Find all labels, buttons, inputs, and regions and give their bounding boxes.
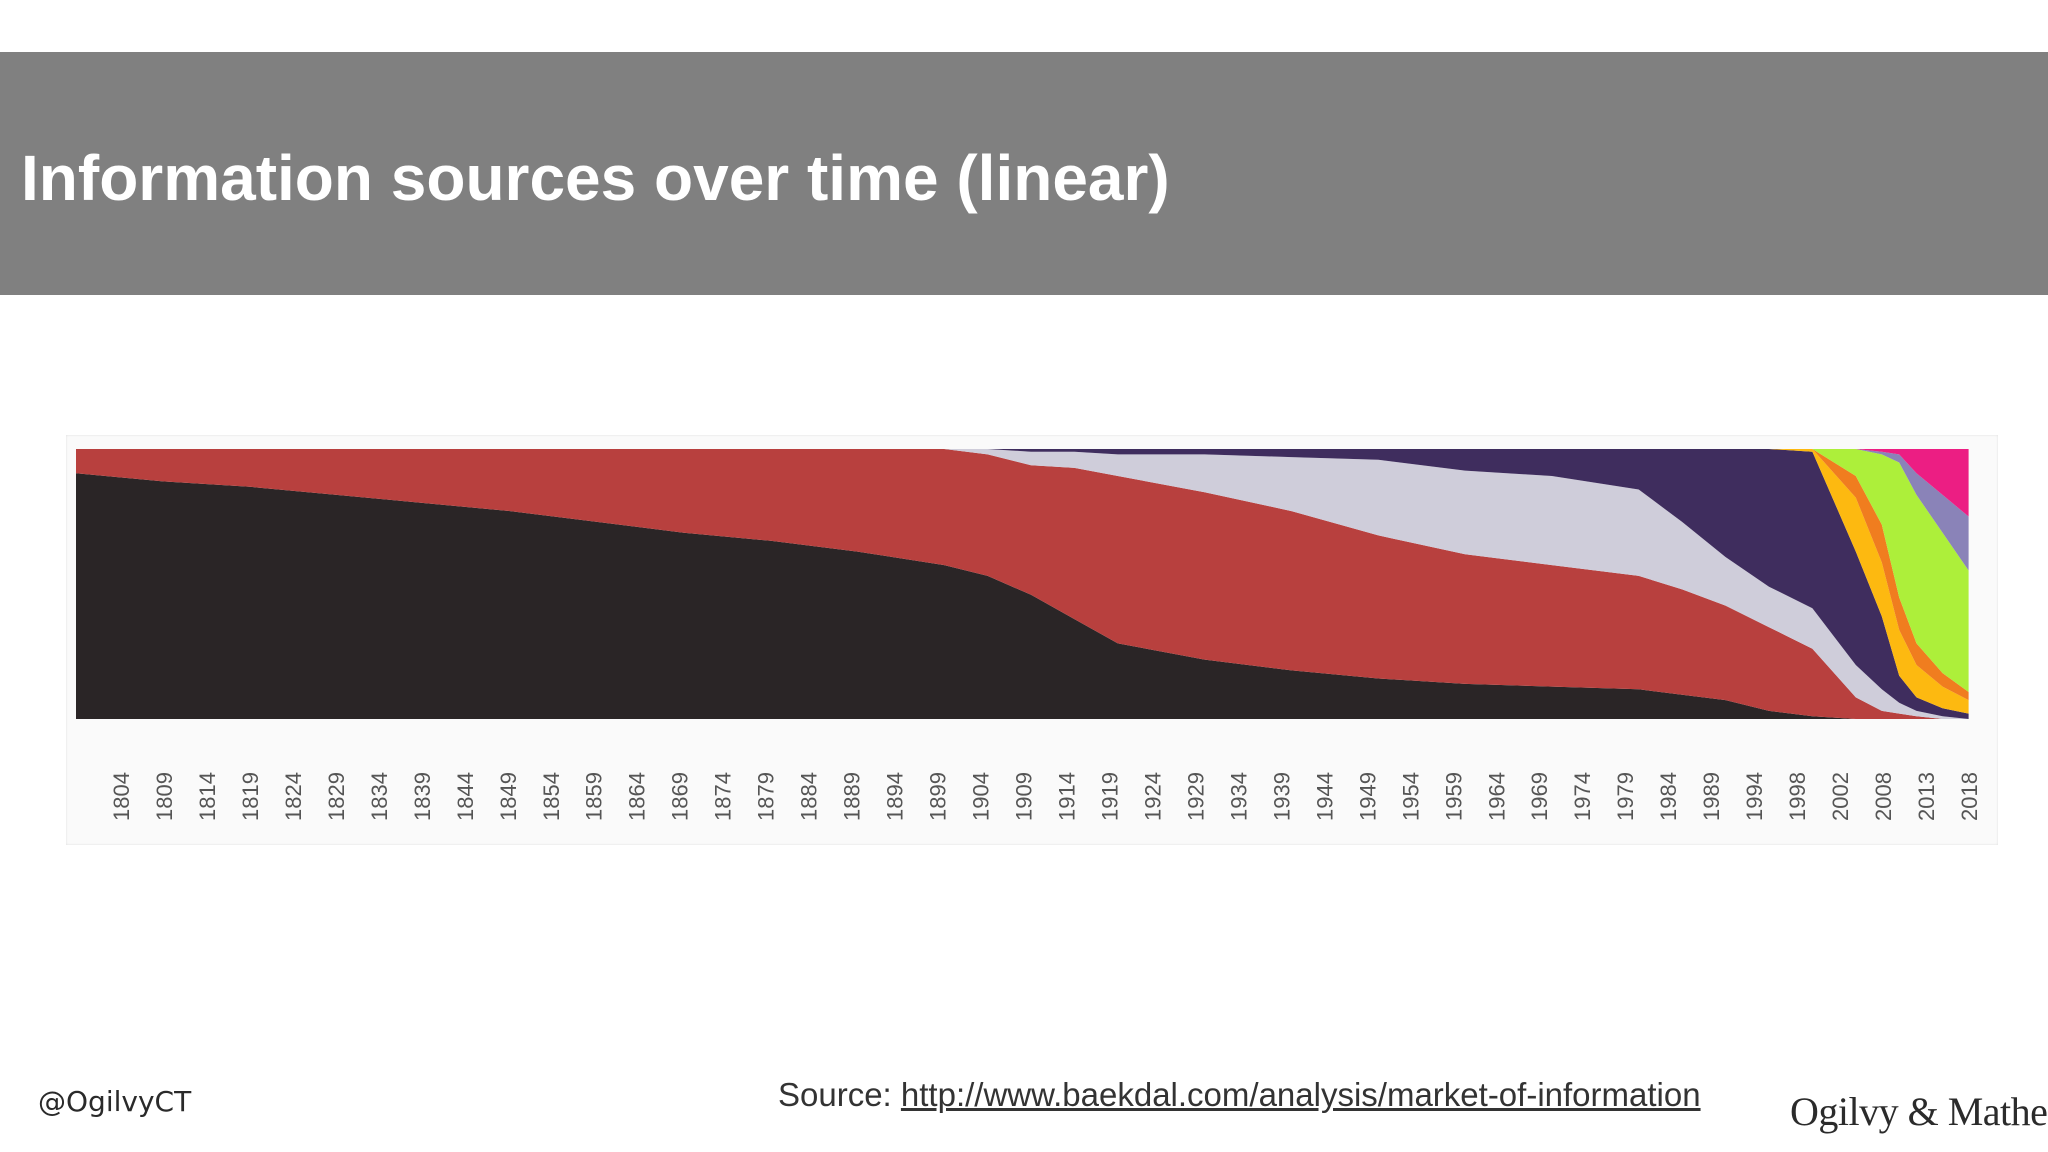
x-tick-label: 1994 xyxy=(1742,772,1767,821)
x-tick-label: 1998 xyxy=(1785,772,1810,821)
x-tick-label: 1874 xyxy=(711,772,736,821)
x-tick-label: 1969 xyxy=(1527,772,1552,821)
x-tick-label: 1954 xyxy=(1398,772,1423,821)
x-tick-label: 1849 xyxy=(496,772,521,821)
x-tick-label: 1854 xyxy=(539,772,564,821)
x-tick-label: 2018 xyxy=(1957,772,1982,821)
x-tick-label: 1879 xyxy=(754,772,779,821)
x-tick-label: 1869 xyxy=(668,772,693,821)
area-series-4 xyxy=(76,449,1969,719)
chart-frame: 1804 1809 1814 1819 1824 1829 1834 1839 1844 1849… xyxy=(66,435,1998,845)
area-series-1 xyxy=(76,473,1969,719)
x-tick-label: 1859 xyxy=(582,772,607,821)
stacked-area-chart: 1804 1809 1814 1819 1824 1829 1834 1839 1844 1849… xyxy=(76,449,1982,821)
x-tick-label: 1884 xyxy=(797,772,822,821)
x-tick-label: 1914 xyxy=(1055,772,1080,821)
x-tick-label: 1964 xyxy=(1484,772,1509,821)
x-tick-label: 1989 xyxy=(1699,772,1724,821)
x-tick-label: 1844 xyxy=(453,772,478,821)
x-tick-label: 1974 xyxy=(1570,772,1595,821)
x-tick-label: 2013 xyxy=(1914,772,1939,821)
x-tick-label: 2008 xyxy=(1871,772,1896,821)
x-tick-label: 1899 xyxy=(926,772,951,821)
x-tick-label: 1889 xyxy=(840,772,865,821)
x-tick-label: 1819 xyxy=(238,772,263,821)
x-tick-label: 1894 xyxy=(883,772,908,821)
x-tick-label: 1979 xyxy=(1613,772,1638,821)
x-tick-label: 2002 xyxy=(1828,772,1853,821)
x-tick-label: 1804 xyxy=(109,772,134,821)
x-tick-label: 1959 xyxy=(1441,772,1466,821)
x-tick-label: 1864 xyxy=(625,772,650,821)
x-tick-label: 1829 xyxy=(324,772,349,821)
x-tick-label: 1909 xyxy=(1012,772,1037,821)
source-link[interactable]: http://www.baekdal.com/analysis/market-o… xyxy=(900,1076,1701,1113)
x-tick-label: 1984 xyxy=(1656,772,1681,821)
area-series-3 xyxy=(76,449,1969,719)
x-tick-label: 1839 xyxy=(410,772,435,821)
x-tick-label: 1919 xyxy=(1098,772,1123,821)
ogilvy-mather-logo: Ogilvy & Mather xyxy=(1790,1089,2048,1134)
area-series-2 xyxy=(76,449,1969,719)
x-tick-label: 1944 xyxy=(1312,772,1337,821)
x-tick-label: 1949 xyxy=(1355,772,1380,821)
source-citation: Source: http://www.baekdal.com/analysis/… xyxy=(778,1076,1701,1114)
x-tick-label: 1814 xyxy=(195,772,220,821)
x-tick-label: 1809 xyxy=(152,772,177,821)
x-tick-label: 1824 xyxy=(281,772,306,821)
slide-title: Information sources over time (linear) xyxy=(21,142,1170,214)
x-tick-label: 1834 xyxy=(367,772,392,821)
x-axis-ticks: 1804 1809 1814 1819 1824 1829 1834 1839 1844 1849… xyxy=(109,772,1982,821)
x-tick-label: 1934 xyxy=(1226,772,1251,821)
x-tick-label: 1929 xyxy=(1183,772,1208,821)
chart-areas xyxy=(76,449,1969,719)
twitter-handle: @OgilvyCT xyxy=(38,1085,192,1118)
x-tick-label: 1924 xyxy=(1140,772,1165,821)
title-band xyxy=(0,52,2048,295)
x-tick-label: 1904 xyxy=(969,772,994,821)
x-tick-label: 1939 xyxy=(1269,772,1294,821)
source-prefix: Source: xyxy=(778,1076,901,1113)
